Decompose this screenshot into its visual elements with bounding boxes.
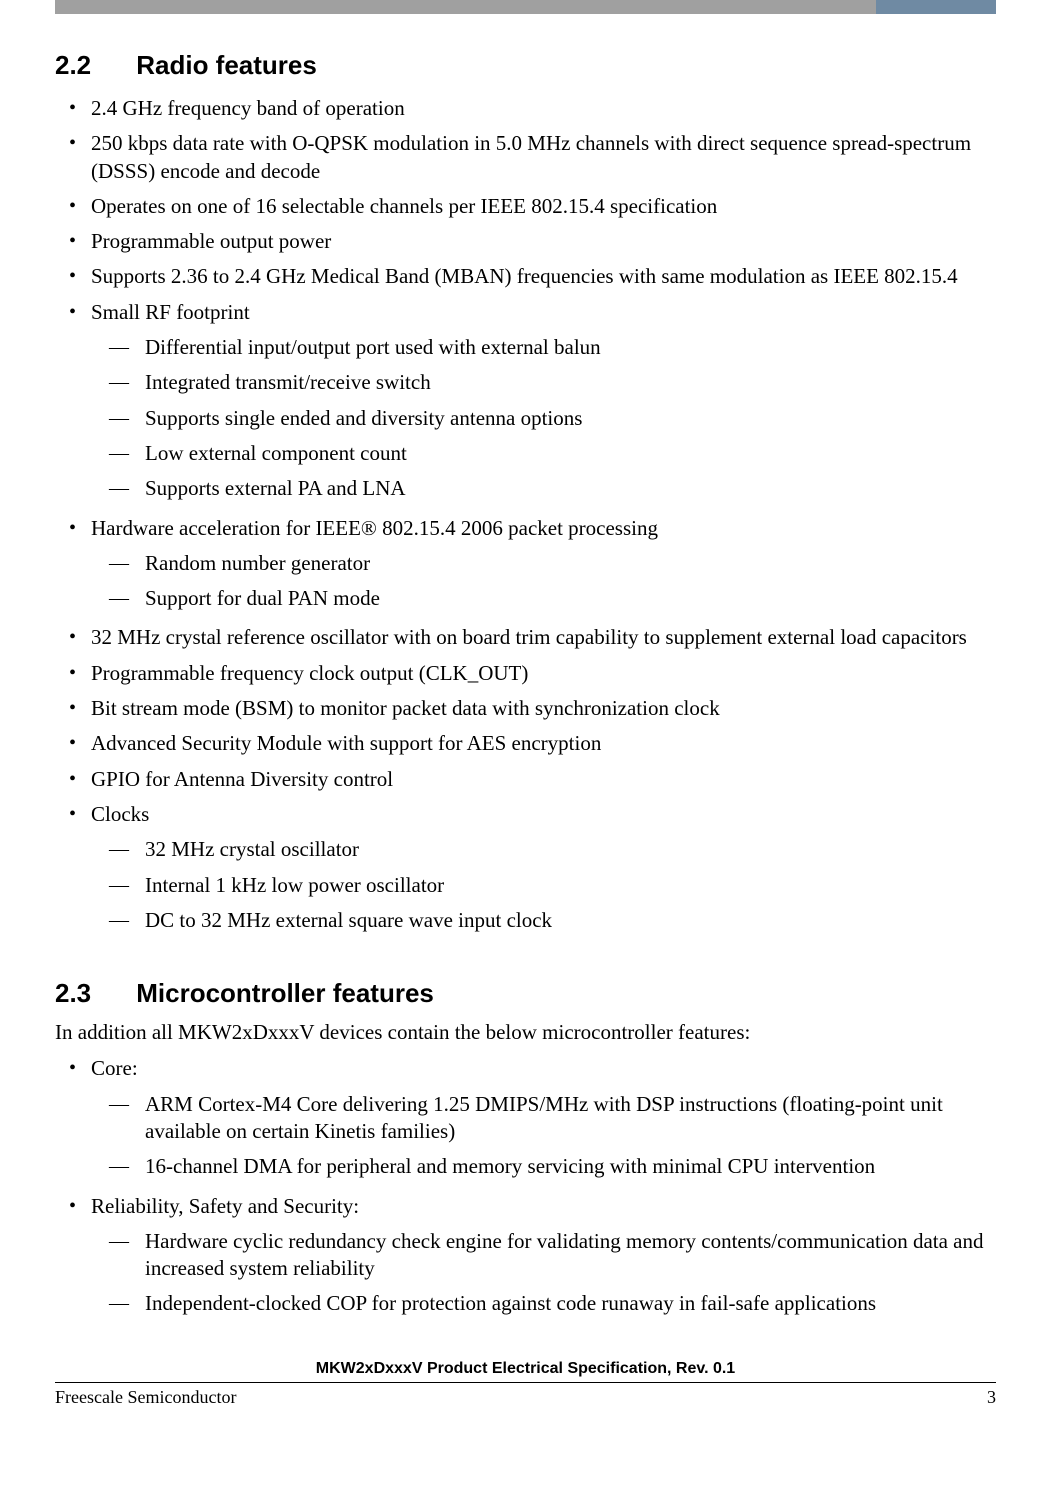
section-2-3-intro: In addition all MKW2xDxxxV devices conta… bbox=[55, 1019, 996, 1045]
list-item-text: 2.4 GHz frequency band of operation bbox=[91, 96, 405, 120]
sub-list-item: Internal 1 kHz low power oscillator bbox=[91, 868, 996, 903]
list-item-text: GPIO for Antenna Diversity control bbox=[91, 767, 393, 791]
list-item: Hardware acceleration for IEEE® 802.15.4… bbox=[55, 511, 996, 621]
section-2-2-bullets: 2.4 GHz frequency band of operation 250 k… bbox=[55, 91, 996, 942]
list-item-text: Hardware acceleration for IEEE® 802.15.4… bbox=[91, 516, 658, 540]
sub-list-item: Random number generator bbox=[91, 546, 996, 581]
list-item-text: Small RF footprint bbox=[91, 300, 250, 324]
list-item: Programmable frequency clock output (CLK… bbox=[55, 656, 996, 691]
list-item-text: Advanced Security Module with support fo… bbox=[91, 731, 601, 755]
list-item: Advanced Security Module with support fo… bbox=[55, 726, 996, 761]
sub-list-item: DC to 32 MHz external square wave input … bbox=[91, 903, 996, 938]
sub-list-item: Differential input/output port used with… bbox=[91, 330, 996, 365]
sub-list-item: Supports external PA and LNA bbox=[91, 471, 996, 506]
sub-list-item: Support for dual PAN mode bbox=[91, 581, 996, 616]
footer-rule bbox=[55, 1382, 996, 1383]
section-2-3-bullets: Core: ARM Cortex-M4 Core delivering 1.25 … bbox=[55, 1051, 996, 1325]
list-item-text: 250 kbps data rate with O-QPSK modulatio… bbox=[91, 131, 971, 182]
footer-page-number: 3 bbox=[987, 1387, 996, 1408]
list-item: Programmable output power bbox=[55, 224, 996, 259]
section-number: 2.3 bbox=[55, 978, 129, 1009]
sub-list-item: Hardware cyclic redundancy check engine … bbox=[91, 1224, 996, 1287]
section-title: Radio features bbox=[136, 50, 317, 80]
list-item: Core: ARM Cortex-M4 Core delivering 1.25 … bbox=[55, 1051, 996, 1188]
page-footer: MKW2xDxxxV Product Electrical Specificat… bbox=[55, 1360, 996, 1408]
list-item-text: Operates on one of 16 selectable channel… bbox=[91, 194, 717, 218]
list-item-text: Supports 2.36 to 2.4 GHz Medical Band (M… bbox=[91, 264, 958, 288]
list-item: 250 kbps data rate with O-QPSK modulatio… bbox=[55, 126, 996, 189]
list-item: GPIO for Antenna Diversity control bbox=[55, 762, 996, 797]
sub-list-item: Integrated transmit/receive switch bbox=[91, 365, 996, 400]
sub-list-item: 32 MHz crystal oscillator bbox=[91, 832, 996, 867]
page: 2.2 Radio features 2.4 GHz frequency ban… bbox=[0, 0, 1051, 1438]
section-2-2-heading: 2.2 Radio features bbox=[55, 50, 996, 81]
header-tab bbox=[876, 0, 996, 14]
footer-company: Freescale Semiconductor bbox=[55, 1387, 236, 1408]
sub-list-item: Low external component count bbox=[91, 436, 996, 471]
list-item: Reliability, Safety and Security: Hardwar… bbox=[55, 1189, 996, 1326]
list-item: 2.4 GHz frequency band of operation bbox=[55, 91, 996, 126]
list-item-text: Reliability, Safety and Security: bbox=[91, 1194, 359, 1218]
sub-list: Hardware cyclic redundancy check engine … bbox=[91, 1224, 996, 1322]
list-item-text: Core: bbox=[91, 1056, 138, 1080]
list-item: 32 MHz crystal reference oscillator with… bbox=[55, 620, 996, 655]
section-number: 2.2 bbox=[55, 50, 129, 81]
footer-doc-title: MKW2xDxxxV Product Electrical Specificat… bbox=[55, 1360, 996, 1382]
sub-list: 32 MHz crystal oscillatorInternal 1 kHz … bbox=[91, 832, 996, 938]
sub-list: Differential input/output port used with… bbox=[91, 330, 996, 506]
list-item: Clocks 32 MHz crystal oscillatorInternal … bbox=[55, 797, 996, 942]
section-2-3-heading: 2.3 Microcontroller features bbox=[55, 978, 996, 1009]
sub-list-item: Independent-clocked COP for protection a… bbox=[91, 1286, 996, 1321]
sub-list: Random number generatorSupport for dual … bbox=[91, 546, 996, 617]
list-item: Operates on one of 16 selectable channel… bbox=[55, 189, 996, 224]
sub-list-item: ARM Cortex-M4 Core delivering 1.25 DMIPS… bbox=[91, 1087, 996, 1150]
sub-list-item: 16-channel DMA for peripheral and memory… bbox=[91, 1149, 996, 1184]
list-item: Supports 2.36 to 2.4 GHz Medical Band (M… bbox=[55, 259, 996, 294]
list-item: Small RF footprint Differential input/out… bbox=[55, 295, 996, 511]
section-title: Microcontroller features bbox=[136, 978, 434, 1008]
sub-list: ARM Cortex-M4 Core delivering 1.25 DMIPS… bbox=[91, 1087, 996, 1185]
list-item-text: 32 MHz crystal reference oscillator with… bbox=[91, 625, 967, 649]
sub-list-item: Supports single ended and diversity ante… bbox=[91, 401, 996, 436]
footer-row: Freescale Semiconductor 3 bbox=[55, 1387, 996, 1408]
list-item-text: Clocks bbox=[91, 802, 149, 826]
list-item-text: Programmable output power bbox=[91, 229, 331, 253]
list-item-text: Bit stream mode (BSM) to monitor packet … bbox=[91, 696, 720, 720]
header-bar bbox=[55, 0, 996, 14]
list-item-text: Programmable frequency clock output (CLK… bbox=[91, 661, 528, 685]
list-item: Bit stream mode (BSM) to monitor packet … bbox=[55, 691, 996, 726]
